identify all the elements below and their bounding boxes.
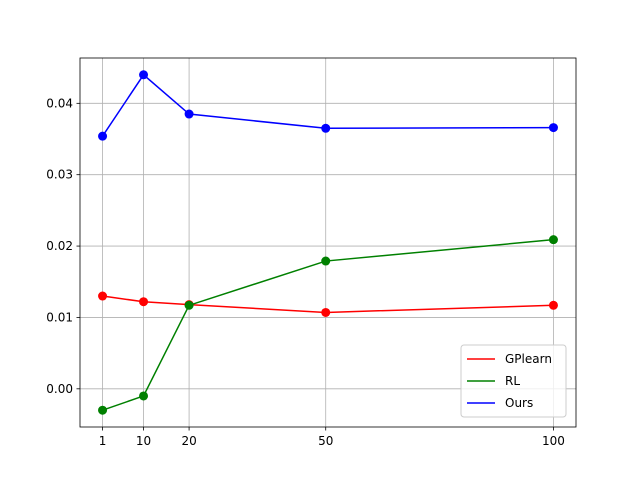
legend-box xyxy=(460,344,567,418)
point xyxy=(321,307,331,317)
x-tick-label: 1 xyxy=(99,434,107,448)
point xyxy=(548,300,558,310)
y-tick-label: 0.03 xyxy=(46,168,73,182)
x-tick-label: 100 xyxy=(542,434,565,448)
point xyxy=(184,300,194,310)
point xyxy=(321,123,331,133)
legend-label: GPlearn xyxy=(505,352,552,366)
point xyxy=(139,297,149,307)
plot-frame xyxy=(79,57,577,428)
y-tick-label: 0.04 xyxy=(46,96,73,110)
x-tick-label: 50 xyxy=(318,434,333,448)
y-tick-label: 0.01 xyxy=(46,310,73,324)
legend-label: RL xyxy=(505,374,520,388)
point xyxy=(98,291,108,301)
y-tick-label: 0.02 xyxy=(46,239,73,253)
point xyxy=(548,235,558,245)
point xyxy=(98,405,108,415)
point xyxy=(139,391,149,401)
legend-label: Ours xyxy=(505,396,533,410)
point xyxy=(98,131,108,141)
x-tick-label: 10 xyxy=(136,434,151,448)
point xyxy=(139,70,149,80)
x-tick-label: 20 xyxy=(181,434,196,448)
point xyxy=(548,123,558,133)
point xyxy=(321,256,331,266)
y-tick-label: 0.00 xyxy=(46,382,73,396)
point xyxy=(184,109,194,119)
